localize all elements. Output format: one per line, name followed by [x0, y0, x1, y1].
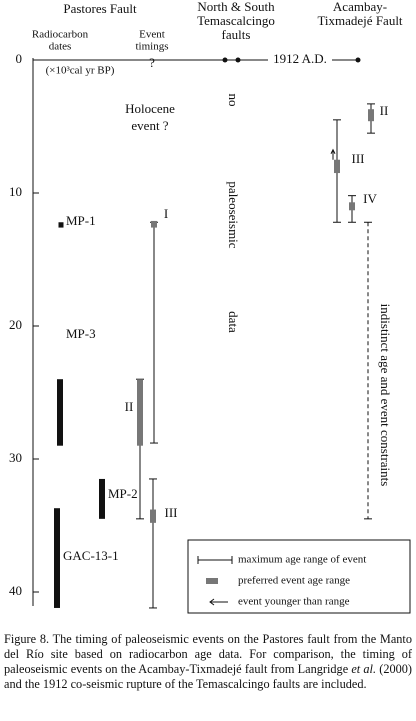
- header: dates: [49, 41, 72, 53]
- label-bg: [268, 53, 332, 67]
- caption-text: Figure 8. The timing of paleoseismic eve…: [4, 632, 412, 676]
- legend-label: preferred event age range: [238, 575, 350, 587]
- header: Pastores Fault: [63, 1, 137, 16]
- rupture-dot: [355, 57, 361, 63]
- y-tick-label: 30: [9, 450, 22, 465]
- legend-preferred: [206, 578, 218, 584]
- rupture-dot: [222, 57, 228, 63]
- header: Temascalcingo: [197, 13, 275, 28]
- y-tick-label: 0: [16, 51, 23, 66]
- y-axis-label: (×10³cal yr BP): [46, 65, 115, 77]
- annotation: indistinct age and event constraints: [378, 304, 393, 487]
- rupture-label: 1912 A.D.: [273, 51, 327, 66]
- header: ?: [149, 55, 155, 70]
- caption: Figure 8. The timing of paleoseismic eve…: [4, 632, 412, 692]
- event-label: IV: [363, 191, 377, 206]
- annotation: event ?: [131, 118, 168, 133]
- caption-text: (2000) and the 1912 co-seismic rupture o…: [4, 662, 413, 691]
- preferred: [368, 109, 374, 122]
- preferred: [349, 202, 355, 211]
- date-label: GAC-13-1: [63, 548, 119, 563]
- legend-box: [187, 539, 411, 614]
- event-label: II: [125, 399, 134, 414]
- date-bar: [58, 222, 64, 228]
- header: Tixmadejé Fault: [317, 13, 402, 28]
- event-label: II: [380, 103, 389, 118]
- date-bar: [57, 379, 63, 446]
- date-label: MP-2: [108, 486, 138, 501]
- annotation: paleoseismic: [226, 181, 241, 248]
- caption-italic: et al.: [351, 662, 377, 676]
- date-label: MP-3: [66, 326, 96, 341]
- preferred: [151, 220, 157, 228]
- y-tick-label: 10: [9, 184, 22, 199]
- header: Acambay-: [333, 0, 387, 14]
- y-tick-label: 20: [9, 317, 22, 332]
- legend-label: event younger than range: [238, 596, 350, 608]
- header: faults: [222, 27, 251, 42]
- header: Radiocarbon: [32, 29, 89, 41]
- header: North & South: [197, 0, 275, 14]
- event-label: I: [164, 206, 168, 221]
- preferred: [150, 509, 156, 523]
- annotation: no: [226, 94, 241, 107]
- legend-arrow: [209, 598, 228, 606]
- annotation: Holocene: [125, 101, 175, 116]
- date-bar: [99, 478, 105, 519]
- y-tick-label: 40: [9, 583, 22, 598]
- legend-label: maximum age range of event: [238, 554, 366, 566]
- date-bar: [54, 508, 60, 608]
- event-label: III: [165, 505, 178, 520]
- preferred: [334, 159, 340, 174]
- arrow: [330, 148, 336, 160]
- header: Event: [139, 29, 165, 41]
- annotation: data: [226, 311, 241, 333]
- date-label: MP-1: [66, 213, 96, 228]
- rupture-dot: [235, 57, 241, 63]
- header: timings: [135, 41, 168, 53]
- preferred: [137, 379, 143, 446]
- event-label: III: [352, 151, 365, 166]
